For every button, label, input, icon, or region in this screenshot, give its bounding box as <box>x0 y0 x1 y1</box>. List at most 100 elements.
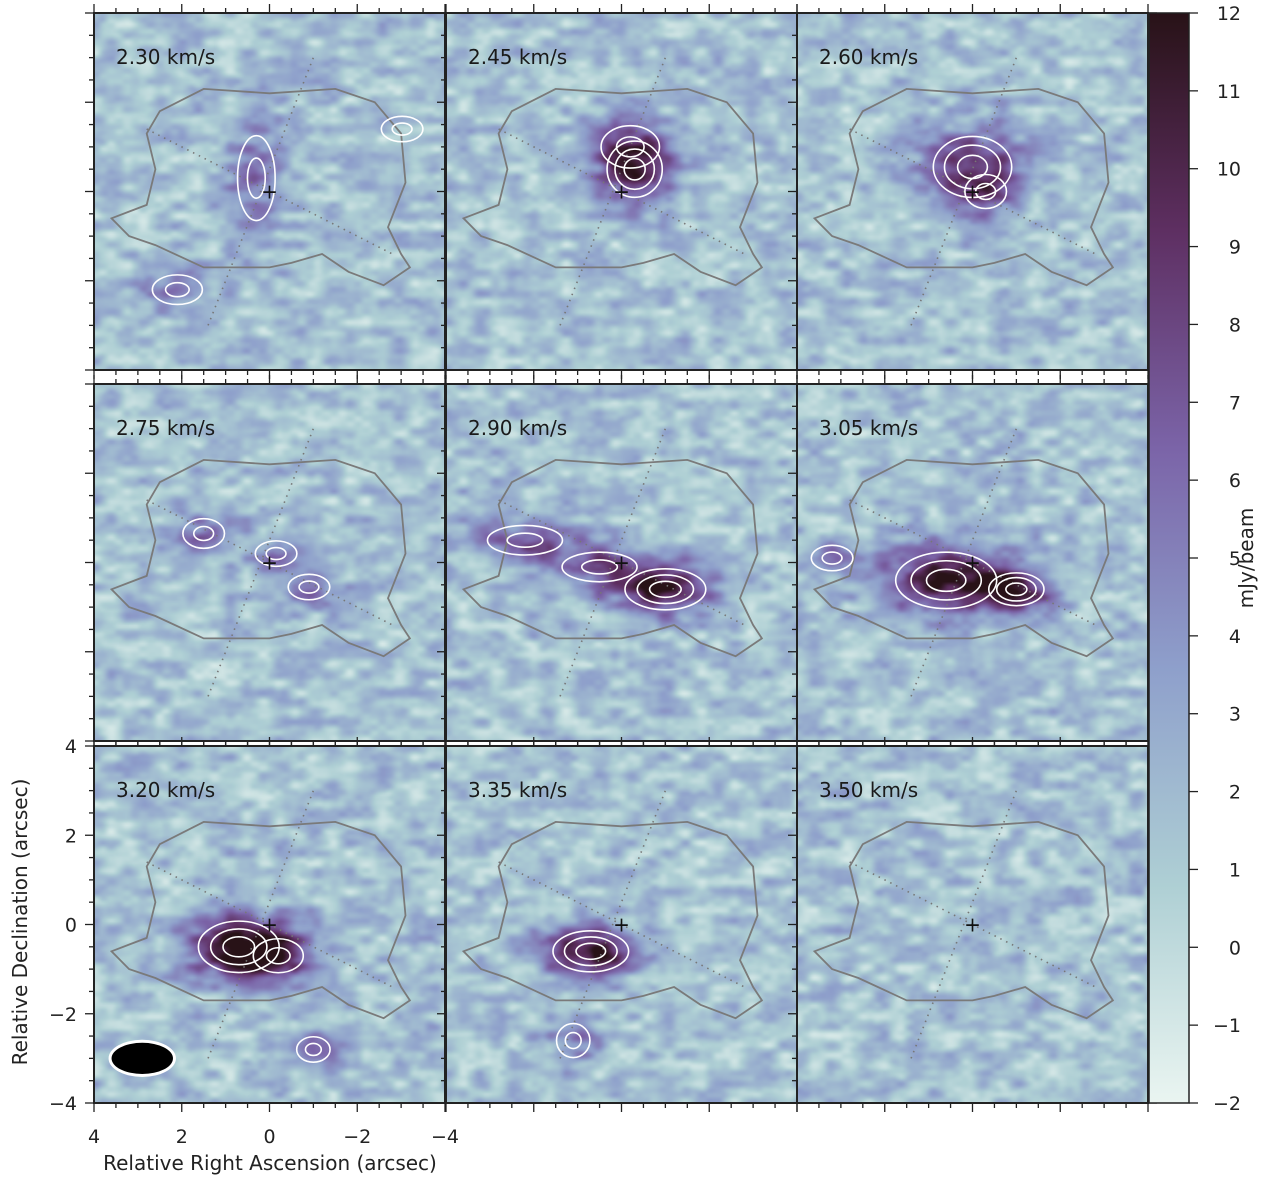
disk-major-axis <box>146 128 393 255</box>
colorbar-tick-label: 5 <box>1229 548 1241 570</box>
emission-contour <box>254 540 298 568</box>
disk-outline-contour <box>812 458 1115 658</box>
y-axis-label: Relative Declination (arcsec) <box>8 779 32 1066</box>
emission-contour <box>304 1042 323 1057</box>
star-position-marker: + <box>964 551 981 575</box>
velocity-label: 2.60 km/s <box>819 45 918 69</box>
velocity-label: 2.30 km/s <box>116 45 215 69</box>
colorbar-tick-label: −2 <box>1213 1093 1241 1115</box>
emission-contour <box>974 182 997 201</box>
emission-contour <box>932 135 1013 199</box>
disk-major-axis <box>849 861 1096 988</box>
y-tick-label: 4 <box>65 736 77 758</box>
disk-minor-axis <box>559 790 667 1059</box>
x-tick-label: −4 <box>431 1126 459 1148</box>
colorbar-tick-label: −1 <box>1213 1015 1241 1037</box>
emission-contour <box>287 573 331 601</box>
channel-panel: +3.05 km/s <box>788 375 1157 750</box>
velocity-label: 2.45 km/s <box>468 45 567 69</box>
disk-minor-axis <box>559 57 667 326</box>
velocity-label: 3.20 km/s <box>116 778 215 802</box>
emission-contour <box>606 140 664 199</box>
emission-contour <box>821 551 843 565</box>
star-position-marker: + <box>261 180 278 204</box>
disk-outline-contour <box>461 820 764 1020</box>
emission-contour <box>222 936 256 958</box>
velocity-label: 3.35 km/s <box>468 778 567 802</box>
colorbar-tick-label: 11 <box>1217 81 1241 103</box>
emission-contour <box>555 1022 591 1059</box>
disk-outline-contour <box>812 87 1115 287</box>
emission-contour <box>561 551 638 583</box>
emission-contour <box>486 524 564 556</box>
emission-contour <box>636 574 695 605</box>
emission-contour <box>265 546 287 561</box>
emission-contour <box>623 157 646 181</box>
emission-contour <box>552 929 630 973</box>
colorbar-tick-label: 1 <box>1229 859 1241 881</box>
colorbar-tick-label: 12 <box>1217 3 1241 25</box>
channel-panel: +2.60 km/s <box>788 4 1157 379</box>
emission-contour <box>236 134 276 222</box>
channel-panel: +3.35 km/s <box>437 737 806 1112</box>
disk-outline-contour <box>109 820 412 1020</box>
emission-contour <box>252 937 305 974</box>
emission-contour <box>564 1031 582 1050</box>
disk-outline-contour <box>812 820 1115 1020</box>
velocity-label: 2.90 km/s <box>468 416 567 440</box>
x-tick-label: −2 <box>343 1126 371 1148</box>
emission-contour <box>506 532 544 548</box>
beam-ellipse <box>111 1042 173 1074</box>
emission-contour <box>182 517 226 550</box>
emission-contour <box>197 920 280 974</box>
x-tick-label: 0 <box>263 1126 275 1148</box>
colorbar-tick-label: 10 <box>1217 159 1241 181</box>
emission-contour <box>600 124 661 169</box>
emission-contour <box>192 525 215 542</box>
emission-contour <box>614 148 656 191</box>
disk-outline-contour <box>461 87 764 287</box>
colorbar-tick-label: 3 <box>1229 704 1241 726</box>
emission-contour <box>380 115 424 143</box>
emission-contour <box>391 122 413 136</box>
colorbar-label: mJy/beam <box>1234 508 1258 609</box>
star-position-marker: + <box>261 551 278 575</box>
emission-contour <box>265 946 291 965</box>
emission-contour <box>910 559 983 601</box>
emission-contour <box>209 928 268 966</box>
emission-contour <box>995 576 1037 602</box>
star-position-marker: + <box>964 180 981 204</box>
disk-outline-contour <box>461 458 764 658</box>
disk-outline-contour <box>109 458 412 658</box>
emission-contour <box>295 1035 331 1063</box>
y-tick-label: −4 <box>49 1093 77 1115</box>
emission-contour <box>894 551 998 610</box>
disk-major-axis <box>146 499 393 626</box>
colorbar-tick-label: 6 <box>1229 470 1241 492</box>
star-position-marker: + <box>261 913 278 937</box>
channel-panel: +2.30 km/s <box>85 4 454 379</box>
channel-panel: +3.50 km/s <box>788 737 1157 1112</box>
disk-outline-contour <box>109 87 412 287</box>
disk-major-axis <box>498 499 745 626</box>
colorbar-gradient <box>1148 12 1190 1104</box>
y-tick-label: −2 <box>49 1004 77 1026</box>
channel-panel: +2.45 km/s <box>380 4 806 379</box>
colorbar-tick-label: 2 <box>1229 782 1241 804</box>
disk-minor-axis <box>910 57 1018 326</box>
emission-contour <box>575 942 607 961</box>
emission-contour <box>298 580 320 594</box>
disk-major-axis <box>498 128 745 255</box>
x-axis-label: Relative Right Ascension (arcsec) <box>103 1151 437 1175</box>
y-tick-label: 2 <box>65 825 77 847</box>
emission-contour <box>987 572 1045 607</box>
emission-contour <box>164 281 190 298</box>
colorbar-tick-label: 8 <box>1229 314 1241 336</box>
velocity-label: 3.50 km/s <box>819 778 918 802</box>
emission-contour <box>648 580 682 599</box>
disk-major-axis <box>498 861 745 988</box>
x-tick-label: 4 <box>88 1126 100 1148</box>
star-position-marker: + <box>613 180 630 204</box>
